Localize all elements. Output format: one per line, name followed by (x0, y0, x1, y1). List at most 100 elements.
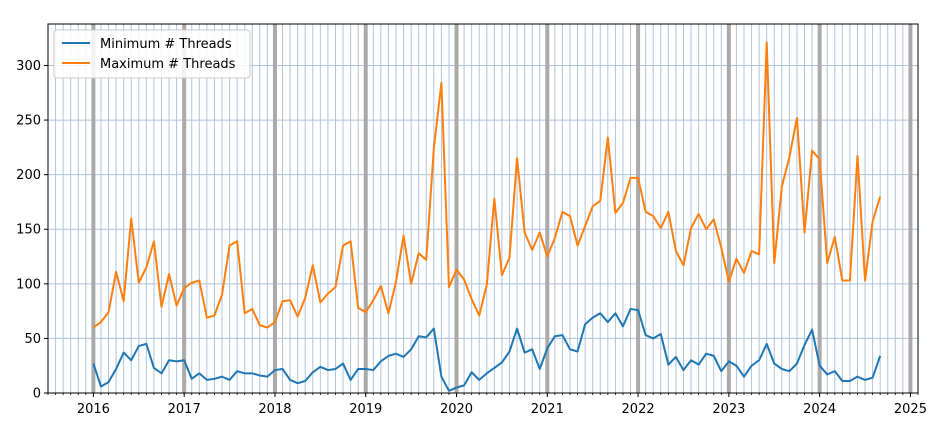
data-point (137, 344, 141, 348)
data-point (538, 231, 542, 235)
data-point (734, 257, 738, 261)
legend: Minimum # Threads Maximum # Threads (53, 29, 251, 79)
data-point (144, 265, 148, 269)
data-point (311, 263, 315, 267)
legend-label: Minimum # Threads (100, 37, 232, 52)
data-point (757, 252, 761, 256)
data-point (470, 370, 474, 374)
data-point (311, 370, 315, 374)
x-tick-label: 2016 (77, 402, 110, 417)
data-point (303, 296, 307, 300)
data-point (228, 378, 232, 382)
grid-lines (47, 24, 919, 394)
data-point (182, 286, 186, 290)
data-point (212, 377, 216, 381)
data-point (379, 284, 383, 288)
data-point (333, 285, 337, 289)
data-point (689, 226, 693, 230)
data-point (159, 305, 163, 309)
data-point (91, 362, 95, 366)
data-point (417, 251, 421, 255)
data-point (250, 307, 254, 311)
data-point (704, 352, 708, 356)
data-point (409, 282, 413, 286)
series-line-minimum-threads (92, 307, 882, 392)
data-point (742, 375, 746, 379)
data-point (107, 310, 111, 314)
data-point (591, 204, 595, 208)
data-point (795, 116, 799, 120)
data-point (644, 333, 648, 337)
data-point (424, 258, 428, 262)
data-point (568, 347, 572, 351)
data-point (765, 342, 769, 346)
data-point (871, 376, 875, 380)
data-point (477, 378, 481, 382)
data-point (175, 359, 179, 363)
data-point (833, 235, 837, 239)
data-point (530, 248, 534, 252)
data-point (228, 244, 232, 248)
data-point (485, 283, 489, 287)
data-point (719, 369, 723, 373)
data-point (341, 244, 345, 248)
data-point (871, 220, 875, 224)
data-point (455, 268, 459, 272)
data-point (855, 375, 859, 379)
data-point (439, 81, 443, 85)
data-point (507, 350, 511, 354)
data-point (629, 307, 633, 311)
data-point (833, 369, 837, 373)
data-point (212, 313, 216, 317)
y-tick-label: 50 (24, 332, 41, 347)
data-point (750, 364, 754, 368)
y-tick-label: 0 (33, 387, 41, 402)
data-point (500, 360, 504, 364)
data-point (583, 322, 587, 326)
data-point (825, 372, 829, 376)
data-point (636, 308, 640, 312)
data-point (326, 368, 330, 372)
data-point (636, 176, 640, 180)
y-axis: 0 50 100 150 200 250 300 (16, 59, 48, 402)
data-point (91, 325, 95, 329)
data-point (356, 306, 360, 310)
data-point (477, 313, 481, 317)
data-point (281, 299, 285, 303)
x-tick-label: 2020 (440, 402, 473, 417)
data-point (386, 354, 390, 358)
y-tick-label: 200 (16, 168, 41, 183)
data-point (818, 157, 822, 161)
data-point (462, 383, 466, 387)
data-point (825, 261, 829, 265)
data-point (545, 255, 549, 259)
x-tick-label: 2018 (258, 402, 291, 417)
data-point (402, 234, 406, 238)
data-point (591, 316, 595, 320)
x-tick-label: 2025 (894, 402, 927, 417)
data-point (644, 210, 648, 214)
data-point (848, 379, 852, 383)
data-point (568, 214, 572, 218)
data-point (704, 227, 708, 231)
data-point (772, 261, 776, 265)
data-point (803, 231, 807, 235)
data-point (689, 358, 693, 362)
data-point (167, 358, 171, 362)
data-point (349, 239, 353, 243)
data-point (621, 324, 625, 328)
data-point (394, 280, 398, 284)
data-point (288, 298, 292, 302)
data-point (681, 368, 685, 372)
data-point (523, 231, 527, 235)
data-point (122, 299, 126, 303)
data-point (243, 371, 247, 375)
data-point (576, 244, 580, 248)
data-point (530, 347, 534, 351)
data-point (818, 364, 822, 368)
data-point (651, 336, 655, 340)
data-point (356, 367, 360, 371)
data-point (303, 379, 307, 383)
data-point (258, 323, 262, 327)
